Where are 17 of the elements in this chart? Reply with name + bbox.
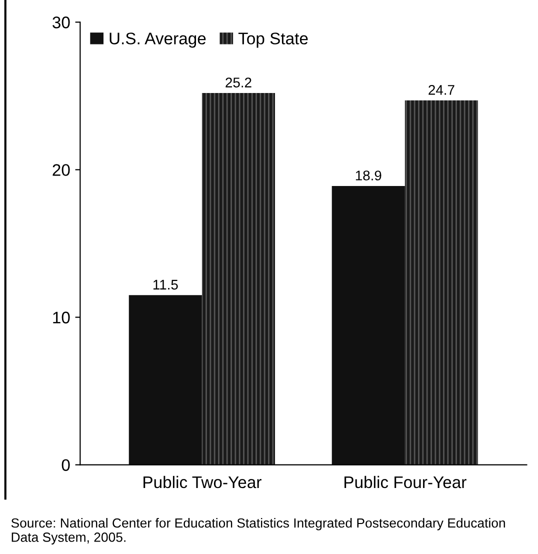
bar <box>404 100 478 465</box>
source-note: Source: National Center for Education Statistics Integrated Postsecondary Education Data System, 2005. <box>11 518 505 544</box>
y-tick-label: 0 <box>62 459 70 472</box>
legend-label: Top State <box>238 32 308 48</box>
y-tick-label: 20 <box>52 164 70 176</box>
x-tick-label: Public Four-Year <box>344 476 466 488</box>
bar <box>128 295 202 465</box>
data-label: 11.5 <box>153 280 178 290</box>
data-label: 25.2 <box>226 78 252 88</box>
data-label: 18.9 <box>356 170 382 180</box>
y-tick-label: 10 <box>53 312 70 324</box>
y-tick-label: 30 <box>52 16 70 28</box>
bar <box>332 186 405 465</box>
x-tick-label: Public Two-Year <box>144 476 262 488</box>
legend-label: U.S. Average <box>110 32 206 48</box>
bar <box>202 92 276 465</box>
data-label: 24.7 <box>428 85 454 95</box>
